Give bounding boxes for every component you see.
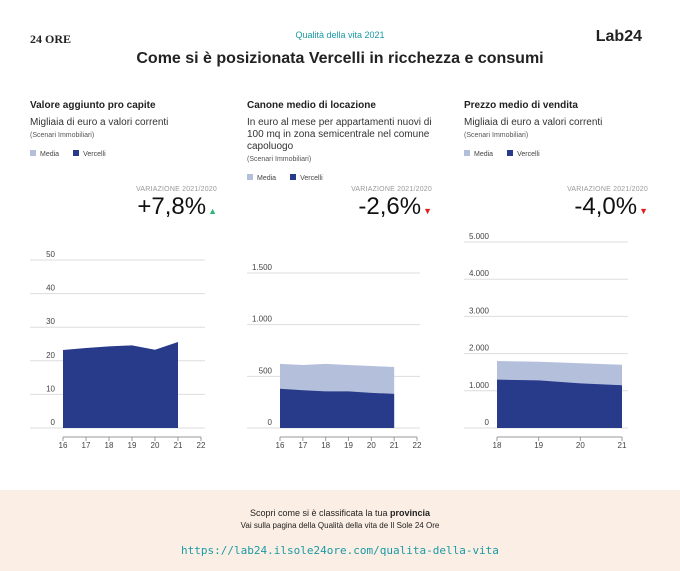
- x-tick-label: 20: [367, 441, 376, 450]
- legend-item: Media: [247, 174, 276, 182]
- variation: VARIAZIONE 2021/2020 -2,6% ▼: [242, 186, 432, 221]
- legend-label: Vercelli: [300, 175, 323, 182]
- trend-arrow: ▲: [208, 206, 217, 216]
- variation: VARIAZIONE 2021/2020 +7,8% ▲: [27, 186, 217, 221]
- chart-header: Prezzo medio di vendita Migliaia di euro …: [464, 100, 654, 158]
- legend: Media Vercelli: [464, 150, 654, 158]
- y-tick-label: 0: [51, 418, 56, 427]
- chart-header: Canone medio di locazione In euro al mese…: [247, 100, 437, 182]
- x-tick-label: 19: [534, 441, 543, 450]
- legend-item: Media: [30, 150, 59, 158]
- y-tick-label: 0: [485, 418, 490, 427]
- area: [63, 341, 178, 428]
- footer: Scopri come si è classificata la tua pro…: [0, 490, 680, 571]
- legend-swatch: [30, 150, 36, 156]
- kicker: Qualità della vita 2021: [295, 30, 385, 40]
- footer-link[interactable]: https://lab24.ilsole24ore.com/qualita-de…: [181, 544, 499, 557]
- x-tick-label: 17: [298, 441, 307, 450]
- x-tick-label: 21: [618, 441, 627, 450]
- chart-subtitle: Migliaia di euro a valori correnti: [30, 117, 169, 128]
- legend-label: Media: [474, 151, 494, 158]
- y-tick-label: 20: [46, 351, 55, 360]
- legend-label: Vercelli: [83, 151, 106, 158]
- legend-item: Media: [464, 150, 493, 158]
- x-tick-label: 18: [493, 441, 502, 450]
- chart-subtitle: In euro al mese per appartamenti nuovi d…: [247, 117, 432, 152]
- variation-text: -4,0%: [574, 193, 638, 220]
- footer-bold: provincia: [390, 508, 431, 518]
- legend: Media Vercelli: [247, 174, 437, 182]
- legend-swatch: [73, 150, 80, 156]
- y-tick-label: 500: [259, 366, 273, 375]
- legend-label: Vercelli: [517, 151, 540, 158]
- legend-item: Vercelli: [290, 174, 323, 182]
- chart-source: (Scenari Immobiliari): [30, 132, 95, 139]
- variation-caption: VARIAZIONE 2021/2020: [136, 186, 217, 193]
- y-tick-label: 40: [46, 284, 55, 293]
- legend-swatch: [507, 150, 514, 156]
- logo: 24 ORE: [30, 32, 72, 46]
- legend-item: Vercelli: [507, 150, 540, 158]
- x-tick-label: 18: [321, 441, 330, 450]
- legend-swatch: [247, 174, 253, 180]
- chart-source: (Scenari Immobiliari): [464, 132, 529, 139]
- y-tick-label: 10: [46, 384, 55, 393]
- chart-subtitle: Migliaia di euro a valori correnti: [464, 117, 603, 128]
- y-tick-label: 0: [268, 418, 273, 427]
- x-tick-label: 16: [59, 441, 68, 450]
- chart-title: Prezzo medio di vendita: [464, 100, 578, 111]
- legend-swatch: [464, 150, 470, 156]
- x-tick-label: 17: [82, 441, 91, 450]
- area: [280, 388, 395, 428]
- y-tick-label: 1.500: [252, 263, 273, 272]
- chart-source: (Scenari Immobiliari): [247, 156, 312, 163]
- legend-label: Media: [257, 175, 277, 182]
- y-tick-label: 3.000: [469, 306, 490, 315]
- chart-title: Valore aggiunto pro capite: [30, 100, 156, 111]
- x-tick-label: 22: [197, 441, 206, 450]
- legend: Media Vercelli: [30, 150, 220, 158]
- trend-arrow: ▼: [639, 206, 648, 216]
- x-tick-label: 22: [413, 441, 422, 450]
- footer-line: Scopri come si è classificata la tua pro…: [0, 508, 680, 518]
- x-tick-label: 20: [576, 441, 585, 450]
- y-tick-label: 1.000: [252, 315, 273, 324]
- y-tick-label: 1.000: [469, 381, 490, 390]
- x-tick-label: 16: [276, 441, 285, 450]
- x-tick-label: 21: [390, 441, 399, 450]
- variation-caption: VARIAZIONE 2021/2020: [351, 186, 432, 193]
- plots: 0 10 20 30 40 50 16 17 18 19 20 21 22 0 500 1.000 1.500 1…: [30, 232, 628, 450]
- area: [497, 379, 622, 428]
- footer-text: Vai sulla pagina della Qualità della vit…: [240, 521, 440, 530]
- x-tick-label: 19: [344, 441, 353, 450]
- x-tick-label: 18: [105, 441, 114, 450]
- legend-label: Media: [40, 151, 60, 158]
- legend-swatch: [290, 174, 297, 180]
- variation-value: +7,8% ▲: [27, 193, 217, 221]
- y-tick-label: 5.000: [469, 232, 490, 241]
- footer-text: Scopri come si è classificata la tua: [249, 508, 388, 518]
- page-title: Come si è posizionata Vercelli in ricche…: [136, 50, 544, 67]
- y-tick-label: 2.000: [469, 344, 490, 353]
- x-tick-label: 21: [174, 441, 183, 450]
- variation-text: +7,8%: [137, 193, 207, 220]
- brand: Lab24: [595, 28, 642, 45]
- y-tick-label: 4.000: [469, 269, 490, 278]
- variation-text: -2,6%: [358, 193, 422, 220]
- chart-title: Canone medio di locazione: [247, 100, 376, 111]
- legend-item: Vercelli: [73, 150, 106, 158]
- chart-header: Valore aggiunto pro capite Migliaia di eu…: [30, 100, 220, 158]
- x-tick-label: 19: [128, 441, 137, 450]
- variation: VARIAZIONE 2021/2020 -4,0% ▼: [458, 186, 648, 221]
- trend-arrow: ▼: [423, 206, 432, 216]
- x-tick-label: 20: [151, 441, 160, 450]
- variation-caption: VARIAZIONE 2021/2020: [567, 186, 648, 193]
- y-tick-label: 30: [46, 317, 55, 326]
- variation-value: -2,6% ▼: [242, 193, 432, 221]
- y-tick-label: 50: [46, 250, 55, 259]
- variation-value: -4,0% ▼: [458, 193, 648, 221]
